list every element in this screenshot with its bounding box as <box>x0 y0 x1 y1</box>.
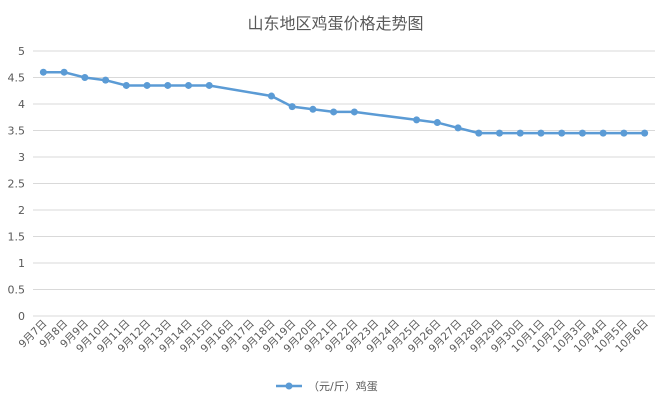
data-point <box>496 129 503 137</box>
data-point <box>558 129 566 137</box>
data-point <box>267 92 275 100</box>
y-tick-label: 0.5 <box>8 284 26 297</box>
data-point <box>102 76 110 84</box>
y-tick-label: 4 <box>18 98 25 111</box>
data-point <box>164 81 172 89</box>
data-point <box>350 108 358 116</box>
data-point <box>205 81 213 89</box>
data-point <box>454 124 462 132</box>
series-line <box>43 70 645 135</box>
data-point <box>60 68 68 76</box>
data-point <box>81 74 89 81</box>
data-point <box>578 129 586 137</box>
data-point <box>143 81 151 89</box>
y-tick-label: 2.5 <box>8 178 26 191</box>
data-point <box>599 129 607 137</box>
data-point <box>413 116 421 124</box>
chart-title: 山东地区鸡蛋价格走势图 <box>247 14 424 33</box>
data-point <box>475 129 483 137</box>
data-point <box>288 103 296 111</box>
y-tick-label: 3.5 <box>8 125 26 138</box>
data-point <box>39 68 47 76</box>
data-point <box>641 129 649 137</box>
y-tick-label: 0 <box>18 310 25 323</box>
y-tick-label: 1.5 <box>8 231 26 244</box>
data-point <box>516 129 524 137</box>
y-tick-label: 2 <box>18 204 25 217</box>
y-tick-label: 4.5 <box>8 72 26 85</box>
data-point <box>309 105 317 113</box>
data-point <box>433 119 441 127</box>
y-tick-label: 5 <box>18 45 25 58</box>
data-point <box>620 129 628 137</box>
data-point <box>330 108 338 116</box>
y-tick-label: 1 <box>18 257 25 270</box>
legend-marker <box>285 382 293 390</box>
legend-label: （元/斤）鸡蛋 <box>308 379 378 393</box>
y-tick-label: 3 <box>18 151 25 164</box>
data-point <box>122 81 130 89</box>
data-point <box>185 81 192 89</box>
data-point <box>537 129 545 137</box>
